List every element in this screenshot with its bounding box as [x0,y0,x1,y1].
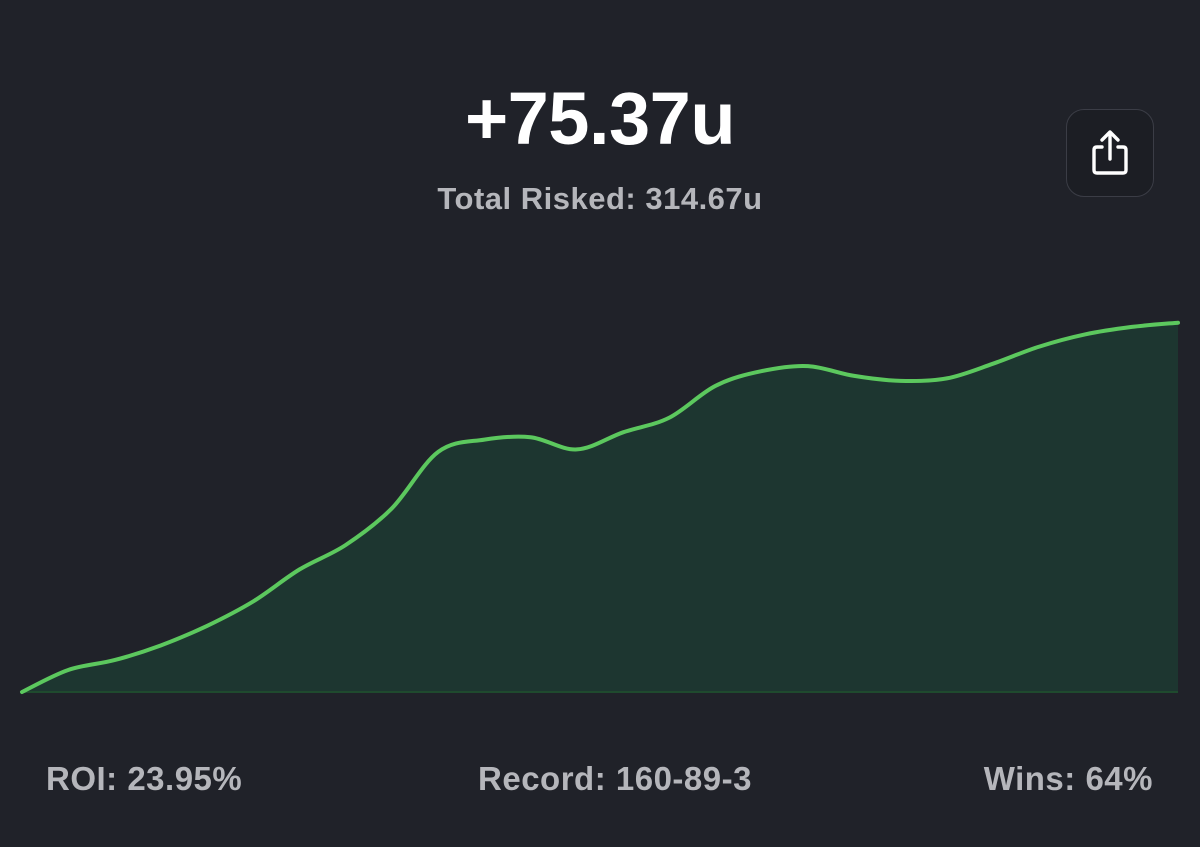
chart-area-fill [22,322,1178,692]
chart-series-line [20,320,1180,694]
share-icon [1092,130,1128,175]
total-risked: Total Risked: 314.67u [437,181,763,216]
wins-stat: Wins: 64% [983,760,1153,797]
chart-line-layer [20,320,1180,694]
profit-total: +75.37u [464,77,736,160]
chart-area-layer [22,322,1178,693]
record-stat: Record: 160-89-3 [478,760,752,797]
share-button[interactable] [1066,109,1154,197]
roi-stat: ROI: 23.95% [46,760,243,797]
